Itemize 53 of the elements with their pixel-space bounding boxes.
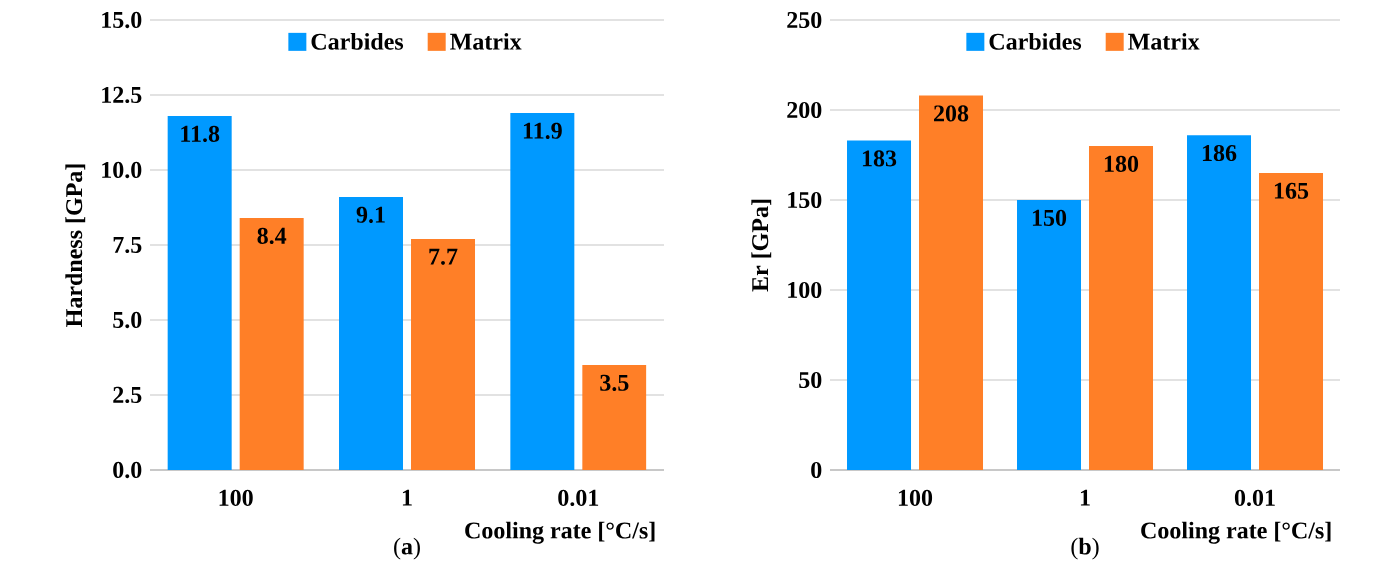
bar	[582, 365, 647, 471]
bar	[339, 197, 403, 471]
data-label: 9.1	[356, 206, 385, 224]
y-tick-label: 200	[787, 101, 822, 119]
data-label: 11.9	[523, 122, 562, 140]
legend-label: Carbides	[311, 32, 404, 50]
bar	[411, 239, 476, 471]
x-tick-label: 1	[402, 489, 412, 506]
y-tick-label: 100	[788, 281, 822, 299]
text: (a)	[394, 537, 420, 560]
y-tick-label: 0.0	[113, 461, 142, 479]
bar	[1187, 135, 1252, 471]
x-tick-label: 100	[898, 489, 933, 506]
x-tick-label: 0.01	[1234, 489, 1275, 507]
y-tick-label: 0	[811, 461, 822, 479]
y-tick-label: 50	[799, 371, 822, 389]
text: (b)	[1071, 537, 1099, 560]
x-tick-label: 100	[219, 489, 253, 506]
data-label: 180	[1104, 155, 1139, 172]
bar	[167, 116, 232, 471]
y-tick-label: 250	[787, 11, 822, 29]
x-axis-title: Cooling rate [°C/s]	[465, 521, 655, 544]
y-axis-title: Er [GPa]	[751, 199, 772, 292]
legend-label: Matrix	[1128, 32, 1200, 50]
bar	[510, 113, 575, 471]
x-axis-title: Cooling rate [°C/s]	[1141, 521, 1331, 544]
y-tick-label: 7.5	[113, 237, 142, 254]
bar	[1089, 146, 1154, 471]
x-tick-label: 1	[1080, 489, 1090, 506]
data-label: 7.7	[429, 248, 458, 265]
legend-label: Carbides	[989, 32, 1082, 50]
y-tick-label: 2.5	[113, 386, 142, 404]
bar	[919, 95, 984, 471]
data-label: 11.8	[181, 125, 220, 143]
data-label: 186	[1202, 145, 1237, 162]
y-tick-label: 150	[788, 191, 822, 209]
y-tick-label: 5.0	[113, 311, 142, 329]
data-label: 150	[1032, 209, 1067, 226]
legend-label: Matrix	[450, 32, 522, 50]
y-axis-title: Hardness [GPa]	[65, 164, 86, 327]
data-label: 165	[1274, 182, 1309, 199]
y-tick-label: 10.0	[102, 161, 142, 179]
y-tick-label: 12.5	[102, 86, 142, 104]
data-label: 8.4	[257, 227, 287, 245]
data-label: 208	[934, 105, 969, 122]
data-label: 3.5	[600, 374, 629, 392]
bar	[1259, 173, 1324, 471]
y-tick-label: 15.0	[102, 11, 142, 29]
bar	[1017, 200, 1082, 471]
data-label: 183	[862, 150, 897, 167]
bar	[239, 218, 304, 471]
x-tick-label: 0.01	[558, 489, 599, 507]
bar	[847, 140, 912, 471]
